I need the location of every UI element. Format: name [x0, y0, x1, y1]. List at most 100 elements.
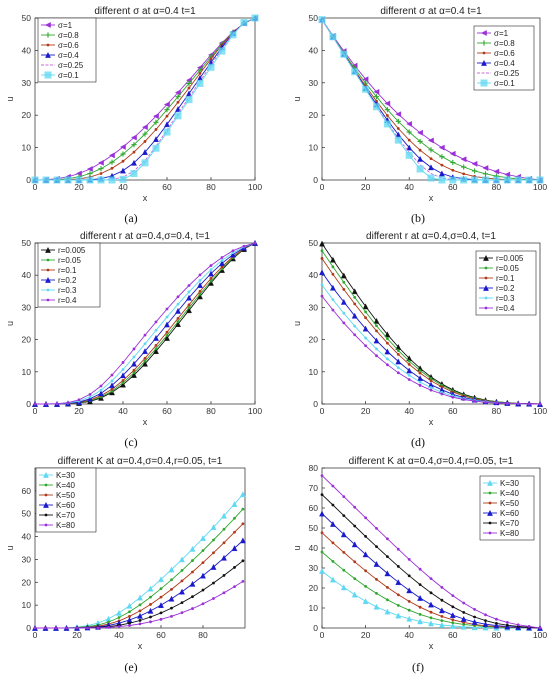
data-point — [131, 360, 137, 367]
data-point — [99, 172, 103, 175]
y-axis-label: u — [292, 96, 302, 101]
y-tick-label: 10 — [22, 143, 32, 153]
data-point — [351, 541, 358, 548]
legend-swatch-marker — [483, 284, 489, 291]
data-point — [209, 277, 213, 280]
data-point — [364, 585, 367, 588]
data-point — [253, 241, 257, 245]
data-point — [329, 520, 336, 527]
y-tick-label: 50 — [309, 523, 319, 533]
legend: K=30K=40K=50K=60K=70K=80 — [479, 475, 535, 541]
panel-caption: (e) — [124, 660, 137, 674]
data-point — [218, 47, 226, 55]
legend-swatch-marker — [488, 521, 492, 525]
legend-entry: σ=0.25 — [58, 61, 84, 70]
data-point — [342, 280, 346, 284]
panel-a: different σ at α=0.4 t=1 0 20 40 60 80 100 0 10 2… — [5, 6, 262, 225]
data-point — [107, 620, 110, 624]
data-point — [319, 240, 325, 247]
data-point — [33, 626, 37, 630]
data-point — [189, 580, 196, 587]
legend-entry: K=60 — [500, 509, 519, 518]
data-point — [128, 624, 131, 627]
data-point — [165, 307, 169, 311]
x-tick-label: 100 — [248, 406, 262, 416]
data-point — [427, 137, 434, 144]
x-tick-label: 20 — [72, 630, 82, 640]
data-point — [386, 114, 389, 117]
data-point — [143, 342, 147, 346]
data-point — [331, 541, 335, 545]
legend-entry: K=70 — [56, 511, 75, 520]
data-point — [239, 537, 246, 544]
data-point — [170, 587, 173, 591]
y-tick-label: 0 — [313, 175, 318, 185]
data-point — [212, 597, 215, 600]
data-point — [396, 371, 400, 375]
data-point — [179, 556, 185, 563]
legend-box — [479, 475, 535, 541]
y-tick-label: 20 — [309, 110, 319, 120]
legend-swatch-marker — [43, 471, 49, 478]
data-point — [191, 559, 194, 562]
data-point — [495, 622, 498, 625]
data-point — [87, 170, 93, 177]
data-point — [418, 613, 422, 616]
y-tick-label: 20 — [22, 577, 32, 587]
data-point — [353, 505, 357, 509]
legend-swatch-marker — [44, 523, 48, 527]
data-point — [364, 336, 367, 340]
data-point — [154, 320, 158, 324]
data-point — [429, 591, 433, 595]
data-point — [116, 609, 122, 616]
data-point — [451, 605, 455, 609]
legend-box — [473, 25, 535, 91]
data-point — [198, 273, 202, 277]
data-point — [241, 559, 245, 563]
data-point — [438, 176, 446, 184]
data-point — [406, 615, 413, 622]
data-point — [462, 611, 466, 614]
data-point — [471, 160, 478, 167]
data-point — [198, 292, 202, 296]
data-point — [219, 260, 225, 267]
data-point — [373, 94, 380, 100]
data-point — [342, 551, 346, 554]
data-point — [44, 402, 48, 406]
data-point — [417, 155, 424, 162]
series-4 — [320, 493, 542, 630]
legend-entry: σ=1 — [494, 29, 509, 38]
data-point — [440, 392, 444, 396]
legend-entry: σ=0.6 — [58, 41, 79, 50]
data-point — [149, 620, 152, 624]
data-point — [362, 598, 369, 604]
data-point — [149, 595, 152, 599]
data-point — [516, 623, 520, 627]
data-point — [120, 167, 126, 174]
x-tick-label: 80 — [492, 182, 502, 192]
data-point — [207, 63, 215, 71]
data-point — [168, 566, 175, 573]
data-point — [340, 298, 347, 305]
data-point — [438, 170, 445, 177]
panel-f: different K at α=0.4,σ=0.4,r=0.05, t=1 0 2… — [292, 456, 547, 674]
data-point — [180, 601, 184, 605]
data-point — [472, 168, 478, 174]
data-point — [152, 144, 160, 152]
panel-title: different K at α=0.4,σ=0.4,r=0.05, t=1 — [349, 456, 514, 467]
data-point — [66, 401, 70, 405]
data-point — [417, 618, 424, 625]
y-axis-label: u — [5, 321, 15, 326]
data-point — [141, 159, 149, 167]
data-point — [179, 588, 185, 595]
legend-entry: r=0.3 — [58, 286, 77, 295]
y-tick-label: 0 — [26, 623, 31, 633]
data-point — [209, 264, 213, 267]
data-point — [64, 176, 72, 184]
data-point — [132, 355, 136, 359]
data-point — [418, 371, 422, 375]
data-point — [418, 148, 422, 152]
data-point — [198, 278, 202, 282]
data-point — [165, 334, 169, 337]
